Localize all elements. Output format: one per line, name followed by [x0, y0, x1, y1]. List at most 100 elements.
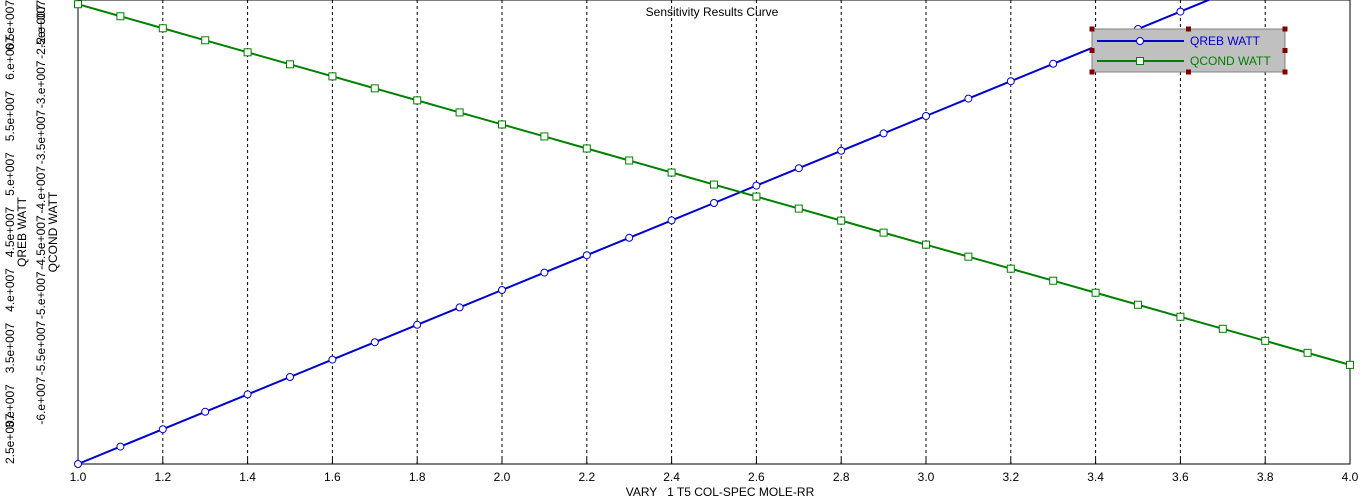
- y-tick-label: 6.5e+007: [3, 0, 17, 50]
- data-point: [328, 355, 337, 364]
- data-point: [201, 407, 210, 416]
- data-point: [837, 146, 846, 155]
- data-point: [964, 94, 973, 103]
- data-point: [498, 120, 506, 129]
- data-point: [964, 252, 973, 261]
- y-axis-title: QCOND WATT: [46, 191, 60, 272]
- legend-marker: [1136, 57, 1144, 65]
- data-point: [370, 338, 379, 347]
- data-point: [328, 72, 337, 81]
- data-point: [201, 36, 210, 45]
- data-point: [1176, 312, 1185, 321]
- data-point: [498, 286, 506, 294]
- legend-resize-handle: [1089, 26, 1095, 32]
- legend-resize-handle: [1186, 26, 1191, 32]
- data-point: [667, 168, 676, 177]
- y-tick-label: -2.5e+007: [34, 4, 48, 59]
- legend-resize-handle: [1089, 69, 1095, 75]
- legend-label: QREB WATT: [1190, 34, 1261, 48]
- legend-box: [1091, 28, 1286, 73]
- x-tick-label: 3.2: [1002, 470, 1019, 484]
- data-point: [879, 129, 888, 138]
- data-point: [540, 132, 549, 141]
- data-point: [582, 144, 591, 153]
- x-tick-label: 1.2: [154, 470, 171, 484]
- data-point: [116, 442, 125, 451]
- data-point: [1176, 7, 1185, 16]
- legend-resize-handle: [1089, 48, 1095, 53]
- data-point: [922, 240, 930, 249]
- data-point: [158, 425, 167, 434]
- x-tick-label: 1.6: [324, 470, 341, 484]
- data-point: [922, 112, 930, 120]
- legend-resize-handle: [1282, 26, 1288, 32]
- data-point: [370, 84, 379, 93]
- x-axis-label: VARY 1 T5 COL-SPEC MOLE-RR: [626, 485, 815, 499]
- x-tick-label: 3.6: [1172, 470, 1189, 484]
- data-point: [1134, 300, 1142, 309]
- data-point: [455, 108, 464, 117]
- grid-layer: [162, 0, 1266, 464]
- y-tick-label: 6.e+007: [3, 36, 17, 80]
- data-point: [667, 216, 676, 225]
- y-tick-label: 3.5e+007: [3, 322, 17, 373]
- data-point: [879, 228, 888, 237]
- x-tick-label: 3.8: [1257, 470, 1274, 484]
- data-point: [243, 48, 252, 57]
- data-point: [413, 320, 422, 329]
- y-tick-label: -3.e+007: [34, 60, 48, 108]
- data-point: [794, 164, 803, 173]
- y-tick-label: -5.5e+007: [34, 320, 48, 375]
- data-point: [752, 181, 761, 190]
- data-point: [1218, 324, 1227, 333]
- chart-title: Sensitivity Results Curve: [646, 5, 779, 19]
- x-tick-label: 3.0: [918, 470, 935, 484]
- y-tick-label: -4.e+007: [34, 166, 48, 214]
- data-point: [1006, 77, 1015, 86]
- y-tick-label: 4.5e+007: [3, 206, 17, 257]
- data-point: [710, 180, 718, 189]
- legend[interactable]: QREB WATT QCOND WATT: [1089, 26, 1288, 75]
- legend-resize-handle: [1186, 69, 1191, 75]
- x-tick-label: 1.0: [70, 470, 87, 484]
- y-tick-label: 3.e+007: [3, 384, 17, 428]
- data-point: [1006, 264, 1015, 273]
- data-point: [794, 204, 803, 213]
- data-point: [286, 373, 294, 381]
- x-tick-label: 2.0: [494, 470, 511, 484]
- data-point: [243, 390, 252, 399]
- data-point: [1261, 336, 1270, 345]
- data-point: [710, 199, 718, 207]
- legend-resize-handle: [1282, 69, 1288, 75]
- data-point: [158, 24, 167, 33]
- y-tick-label: 5.5e+007: [3, 90, 17, 141]
- data-point: [582, 251, 591, 260]
- data-point: [1049, 276, 1058, 285]
- x-tick-label: 2.2: [578, 470, 595, 484]
- x-tick-label: 1.4: [239, 470, 256, 484]
- x-tick-label: 3.4: [1087, 470, 1104, 484]
- legend-marker: [1136, 37, 1144, 45]
- data-point: [74, 0, 82, 9]
- y-tick-label: 4.e+007: [3, 268, 17, 312]
- data-point: [413, 96, 422, 105]
- legend-label: QCOND WATT: [1190, 54, 1271, 68]
- data-point: [540, 268, 549, 277]
- x-tick-label: 4.0: [1342, 470, 1359, 484]
- data-point: [74, 460, 82, 468]
- data-point: [286, 60, 294, 69]
- data-point: [752, 192, 761, 201]
- data-point: [1303, 348, 1312, 357]
- y-tick-label: -6.e+007: [34, 377, 48, 425]
- data-point: [625, 156, 634, 165]
- y-tick-label: -2.e+007: [34, 0, 48, 48]
- y-tick-label: 5.e+007: [3, 152, 17, 196]
- data-point: [1346, 360, 1354, 369]
- y-tick-label: -5.e+007: [34, 271, 48, 319]
- data-point: [625, 233, 634, 242]
- y-tick-label: -4.5e+007: [34, 215, 48, 270]
- x-axis: 1.0 1.2 1.4 1.6 1.8 2.0 2.2 2.4 2.6 2.8 3.0 3.2 3.4 3…: [70, 459, 1359, 484]
- x-tick-label: 2.6: [748, 470, 765, 484]
- x-tick-label: 1.8: [409, 470, 426, 484]
